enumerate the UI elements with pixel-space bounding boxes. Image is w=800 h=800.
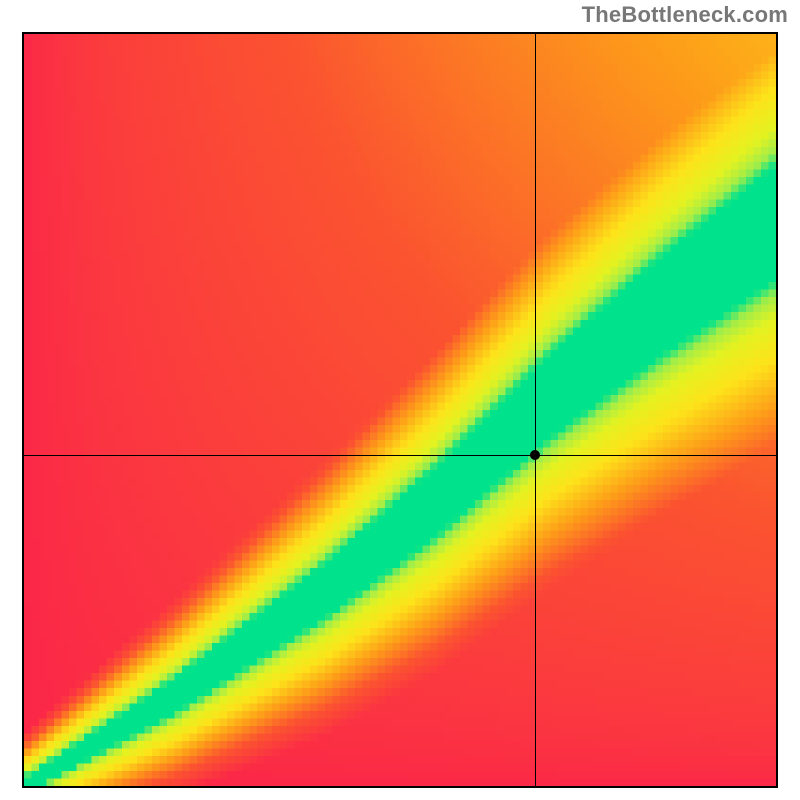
figure-container: TheBottleneck.com: [0, 0, 800, 800]
heatmap-canvas: [24, 34, 776, 786]
watermark-text: TheBottleneck.com: [582, 2, 788, 28]
plot-area: [22, 32, 778, 788]
